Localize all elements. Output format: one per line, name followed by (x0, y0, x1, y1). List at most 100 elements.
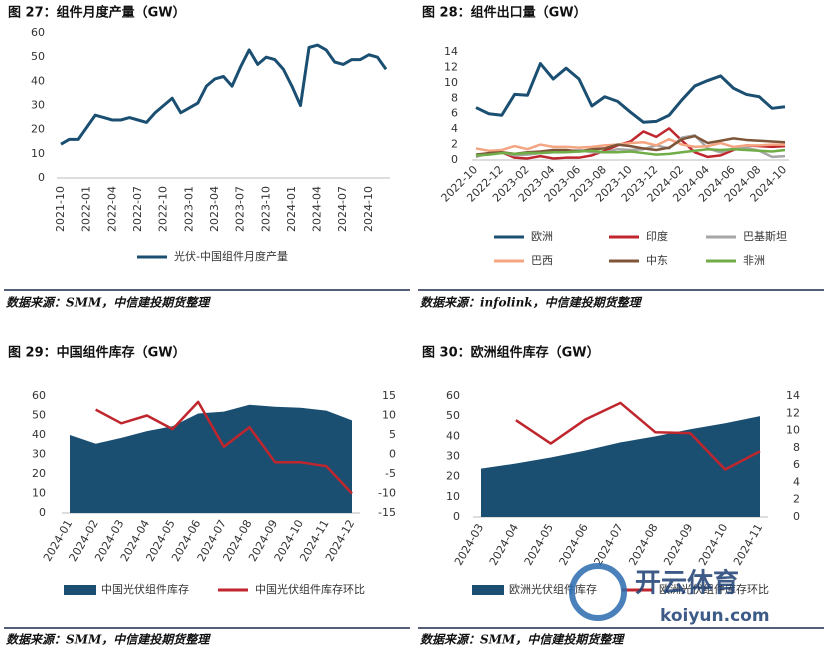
legend-swatch (472, 585, 504, 595)
x-tick-label: 2022-07 (131, 186, 144, 232)
x-tick-label: 2022-10 (157, 186, 170, 232)
line (95, 400, 353, 495)
chart-panel: 图 28：组件出口量（GW） 数据来源：infolink，中信建投期货整理 0 2 4 6… (418, 5, 824, 310)
y-tick-label: 40 (446, 429, 460, 442)
x-tick-label: 2024-06 (557, 522, 591, 568)
chart-title: 图 30：欧洲组件库存（GW） (422, 345, 600, 361)
y-tick-label: 10 (31, 147, 45, 160)
legend-label: 欧洲光伏组件库存环比 (659, 582, 769, 596)
legend-label: 光伏-中国组件月度产量 (174, 249, 288, 263)
y2-tick-label: 14 (786, 389, 800, 402)
chart-title: 图 29：中国组件库存（GW） (8, 345, 186, 361)
y-tick-label: 4 (451, 122, 458, 135)
x-tick-label: 2024-04 (487, 522, 521, 568)
x-tick-label: 2024-10 (362, 186, 375, 232)
chart-source: 数据来源：SMM，中信建投期货整理 (420, 633, 625, 647)
x-tick-label: 2024-01 (285, 186, 298, 232)
y-tick-label: 50 (32, 409, 46, 422)
y-tick-label: 0 (38, 171, 45, 184)
y2-tick-label: 10 (786, 424, 800, 437)
y2-tick-label: 12 (786, 406, 800, 419)
x-tick-label: 2022-04 (105, 186, 118, 232)
y2-tick-label: -10 (378, 487, 396, 500)
y-tick-label: 30 (32, 448, 46, 461)
chart-title: 图 28：组件出口量（GW） (422, 5, 587, 21)
chart-source: 数据来源：SMM，中信建投期货整理 (6, 633, 211, 647)
y2-tick-label: 4 (793, 475, 800, 488)
y2-tick-label: -15 (378, 506, 396, 519)
chart-source: 数据来源：SMM，中信建投期货整理 (6, 296, 211, 310)
x-tick-label: 2024-11 (731, 522, 765, 568)
y-tick-label: 60 (32, 389, 46, 402)
legend-label: 印度 (646, 229, 668, 243)
legend-label: 非洲 (743, 254, 765, 267)
y-tick-label: 10 (444, 76, 458, 89)
y-tick-label: 20 (446, 470, 460, 483)
x-tick-label: 2023-01 (182, 186, 195, 232)
y2-tick-label: 15 (382, 389, 396, 402)
x-tick-label: 2024-05 (522, 522, 556, 568)
x-tick-label: 2024-07 (336, 186, 349, 232)
y-tick-label: 8 (451, 91, 458, 104)
y-tick-label: 20 (32, 467, 46, 480)
y-tick-label: 60 (31, 26, 45, 39)
area (481, 416, 760, 517)
y-tick-label: 14 (444, 45, 458, 58)
x-tick-label: 2024-09 (661, 522, 695, 568)
y-tick-label: 40 (31, 74, 45, 87)
y-tick-label: 12 (444, 60, 458, 73)
y2-tick-label: 0 (793, 510, 800, 523)
y-tick-label: 30 (31, 99, 45, 112)
legend-label: 巴西 (531, 254, 553, 267)
y2-tick-label: 5 (389, 428, 396, 441)
y-tick-label: 50 (446, 409, 460, 422)
y-tick-label: 2 (451, 138, 458, 151)
y2-tick-label: 8 (793, 441, 800, 454)
x-tick-label: 2024-07 (591, 522, 625, 568)
line (515, 401, 761, 471)
chart-title: 图 27：组件月度产量（GW） (8, 5, 186, 21)
chart-source: 数据来源：infolink，中信建投期货整理 (420, 296, 643, 310)
y-tick-label: 20 (31, 123, 45, 136)
y-tick-label: 10 (446, 490, 460, 503)
x-tick-label: 2023-07 (234, 186, 247, 232)
legend-label: 欧洲光伏组件库存 (509, 582, 597, 596)
x-tick-label: 2024-03 (452, 522, 486, 568)
legend-label: 中国光伏组件库存环比 (255, 582, 365, 596)
y2-tick-label: 0 (389, 448, 396, 461)
x-tick-label: 2021-10 (54, 186, 67, 232)
line (60, 43, 388, 146)
watermark: 开云体育 koiyun.com (569, 563, 770, 626)
legend-label: 中东 (646, 254, 668, 267)
x-tick-label: 2024-08 (626, 522, 660, 568)
x-tick-label: 2022-01 (80, 186, 93, 232)
line (475, 147, 786, 157)
chart-panel: 图 27：组件月度产量（GW） 数据来源：SMM，中信建投期货整理 0 10 20 30 4… (4, 5, 410, 310)
legend-label: 中国光伏组件库存 (101, 582, 189, 596)
chart-panel: 图 29：中国组件库存（GW） 数据来源：SMM，中信建投期货整理 0 10 20 30 4… (4, 345, 410, 647)
area (70, 404, 352, 513)
y-tick-label: 0 (451, 153, 458, 166)
x-tick-label: 2024-04 (311, 186, 324, 232)
x-tick-label: 2023-10 (259, 186, 272, 232)
y-tick-label: 60 (446, 389, 460, 402)
y2-tick-label: 10 (382, 409, 396, 422)
line (475, 137, 785, 152)
y-tick-label: 50 (31, 50, 45, 63)
legend-label: 巴基斯坦 (743, 229, 787, 243)
y2-tick-label: 2 (793, 493, 800, 506)
legend-swatch (64, 585, 96, 595)
y-tick-label: 6 (451, 107, 458, 120)
y-tick-label: 0 (453, 510, 460, 523)
y-tick-label: 10 (32, 487, 46, 500)
line (475, 62, 786, 124)
y-tick-label: 0 (39, 506, 46, 519)
y2-tick-label: 6 (793, 458, 800, 471)
watermark-logo (569, 563, 627, 621)
y-tick-label: 40 (32, 428, 46, 441)
x-tick-label: 2024-10 (696, 522, 730, 568)
x-tick-label: 2023-04 (208, 186, 221, 232)
y2-tick-label: -5 (385, 467, 396, 480)
watermark-site: koiyun.com (660, 606, 770, 626)
